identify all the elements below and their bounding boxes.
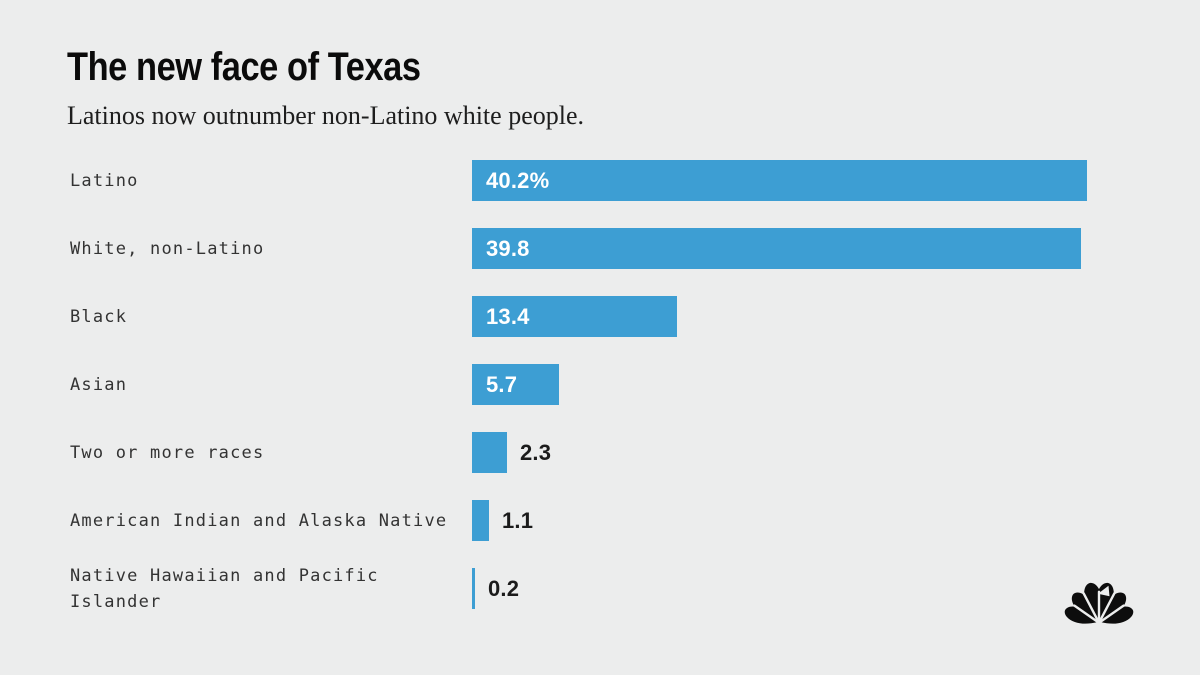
bar-value-label: 2.3	[520, 440, 552, 465]
category-label: Asian	[70, 375, 128, 395]
nbc-peacock-icon	[1059, 577, 1139, 625]
bar	[472, 500, 489, 541]
chart-row: Two or more races 2.3	[0, 419, 1200, 487]
bar-value-label: 5.7	[486, 372, 518, 397]
chart-row: Black 13.4	[0, 283, 1200, 351]
category-label: Two or more races	[70, 443, 265, 463]
bar-value-label: 1.1	[502, 508, 534, 533]
bar-value-label: 0.2	[488, 576, 520, 601]
page-title: The new face of Texas	[67, 45, 421, 89]
bar-value-label: 39.8	[486, 236, 530, 261]
page-subtitle: Latinos now outnumber non-Latino white p…	[67, 101, 585, 130]
bar	[472, 432, 507, 473]
bar	[472, 228, 1081, 269]
bar-value-label: 40.2%	[486, 168, 550, 193]
bar	[472, 296, 677, 337]
bar	[472, 568, 475, 609]
category-label: American Indian and Alaska Native	[70, 511, 448, 531]
category-label: Native Hawaiian and Pacific Islander	[70, 566, 379, 612]
category-label: Black	[70, 307, 128, 327]
bar-value-label: 13.4	[486, 304, 530, 329]
chart-row: Asian 5.7	[0, 351, 1200, 419]
chart-row: Native Hawaiian and Pacific Islander 0.2	[0, 555, 1200, 623]
category-label: Latino	[70, 171, 139, 191]
category-label: White, non-Latino	[70, 239, 265, 259]
chart-row: White, non-Latino 39.8	[0, 215, 1200, 283]
bar	[472, 364, 559, 405]
chart-row: American Indian and Alaska Native 1.1	[0, 487, 1200, 555]
bar-chart: Latino 40.2% White, non-Latino 39.8 Black 13.…	[0, 147, 1200, 623]
bar	[472, 160, 1087, 201]
chart-row: Latino 40.2%	[0, 147, 1200, 215]
